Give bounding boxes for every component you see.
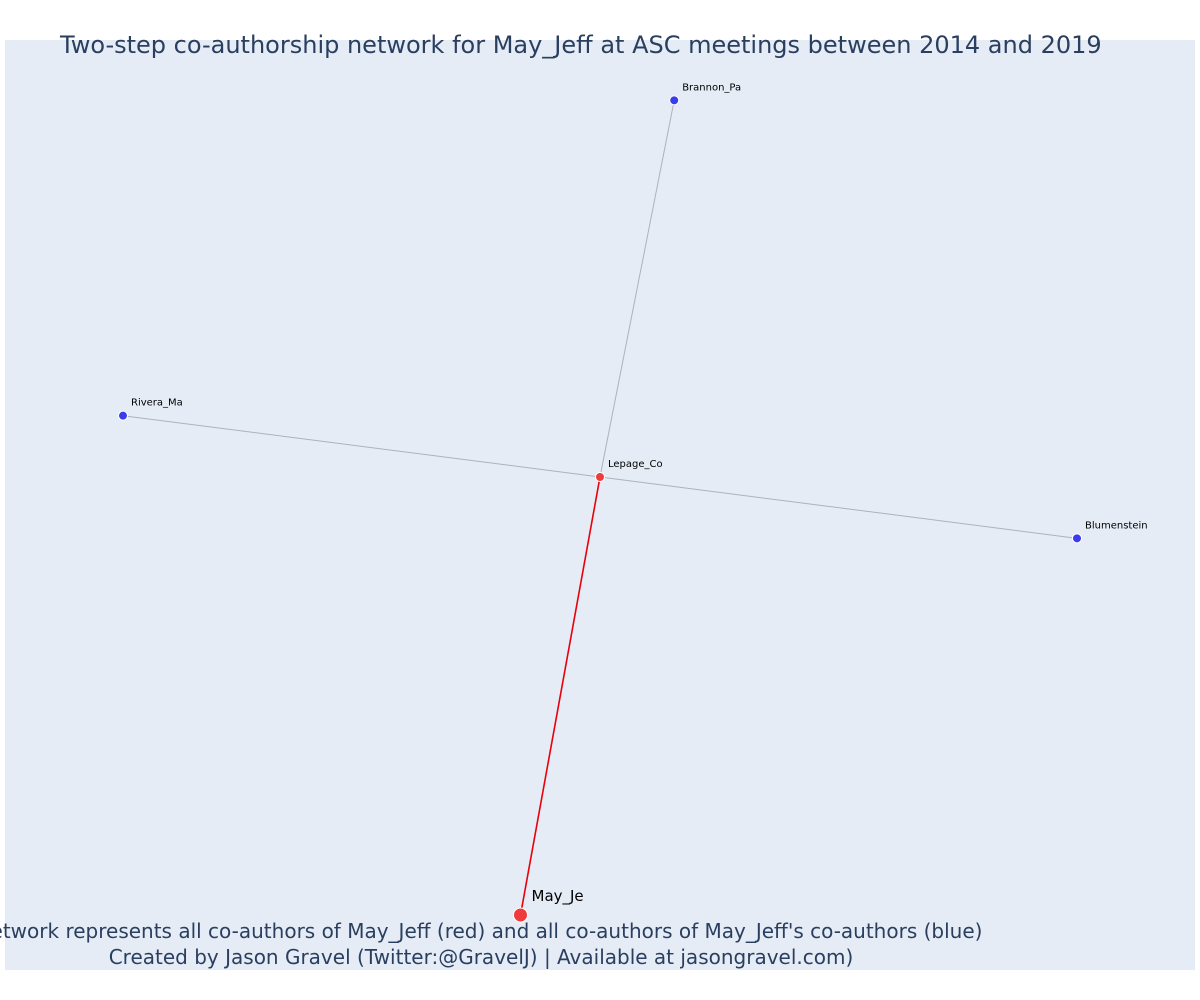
caption-line-2: Created by Jason Gravel (Twitter:@Gravel… — [109, 945, 854, 969]
chart-title: Two-step co-authorship network for May_J… — [59, 31, 1102, 59]
caption-line-1: Network represents all co-authors of May… — [0, 919, 982, 943]
nodes-layer — [118, 95, 1082, 923]
plot-background — [5, 40, 1195, 970]
labels-layer: May_Je Lepage_Co Brannon_Pa Rivera_Ma Blumen… — [131, 82, 1148, 906]
node-Blumenstein[interactable] — [1072, 533, 1082, 544]
node-label-Rivera_Ma: Rivera_Ma — [131, 398, 183, 409]
edges-layer — [122, 100, 1078, 916]
node-label-Lepage_Co: Lepage_Co — [608, 459, 663, 470]
node-label-Brannon_Pa: Brannon_Pa — [682, 82, 741, 93]
edge-Lepage_Co-Brannon_Pa — [599, 100, 675, 478]
node-May_Je[interactable] — [513, 907, 528, 923]
node-label-Blumenstein: Blumenstein — [1085, 520, 1148, 531]
edge-May_Je-Lepage_Co — [519, 476, 601, 916]
node-Rivera_Ma[interactable] — [118, 410, 128, 421]
edge-Lepage_Co-Blumenstein — [599, 476, 1078, 539]
node-label-May_Je: May_Je — [532, 887, 584, 906]
node-Lepage_Co[interactable] — [595, 472, 605, 482]
edge-Lepage_Co-Rivera_Ma — [122, 415, 601, 478]
node-Brannon_Pa[interactable] — [669, 95, 680, 106]
